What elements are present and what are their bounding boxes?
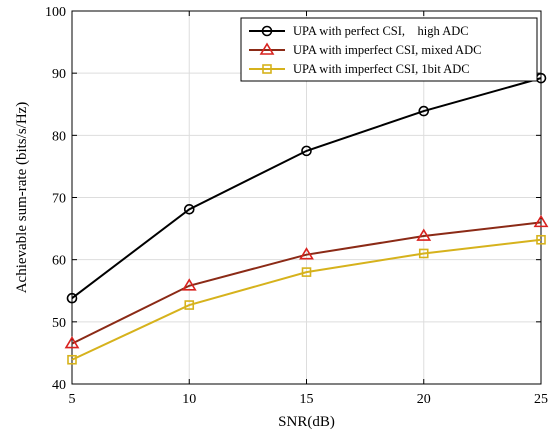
series-2-point	[533, 214, 549, 228]
series-1-line	[71, 77, 542, 300]
y-tick-label: 90	[52, 67, 66, 82]
series-3-point	[418, 248, 429, 259]
series-3	[67, 234, 546, 365]
y-tick-label: 70	[52, 192, 66, 207]
legend-swatch-marker	[262, 64, 272, 74]
x-axis-title: SNR(dB)	[278, 414, 335, 430]
x-tick-label: 5	[69, 392, 76, 407]
legend: UPA with perfect CSI, high ADC UPA with i…	[240, 17, 538, 82]
series-2	[64, 214, 549, 349]
legend-label: UPA with imperfect CSI, mixed ADC	[293, 43, 481, 57]
series-2-point	[416, 228, 432, 241]
legend-box	[240, 17, 538, 82]
series-2-point	[181, 278, 197, 291]
series-3-point	[536, 234, 546, 245]
x-tick-label: 25	[534, 392, 548, 407]
series-2-line	[71, 221, 542, 345]
series-1-point	[66, 292, 78, 304]
legend-swatch-marker	[259, 42, 275, 55]
y-tick-label: 100	[45, 5, 66, 20]
x-tick-label: 10	[182, 392, 196, 407]
y-tick-label: 80	[52, 129, 66, 144]
y-tick-label: 60	[52, 254, 66, 269]
series-3-point	[67, 354, 77, 365]
series-2-point	[64, 336, 80, 349]
series-2-point	[299, 247, 314, 260]
legend-swatch-marker	[261, 25, 273, 37]
y-tick-label: 50	[52, 316, 66, 331]
y-axis-title: Achievable sum-rate (bits/s/Hz)	[14, 102, 30, 294]
series-3-point	[184, 300, 195, 310]
x-tick-label: 20	[417, 392, 431, 407]
series-3-point	[301, 267, 312, 277]
series-1-point	[183, 204, 195, 215]
legend-label: UPA with perfect CSI, high ADC	[293, 24, 469, 38]
series-1-point	[418, 105, 430, 117]
y-tick-label: 40	[52, 378, 66, 393]
legend-label: UPA with imperfect CSI, 1bit ADC	[293, 62, 470, 76]
series-3-line	[71, 238, 542, 361]
series-1-point	[301, 145, 312, 157]
x-tick-label: 15	[300, 392, 314, 407]
